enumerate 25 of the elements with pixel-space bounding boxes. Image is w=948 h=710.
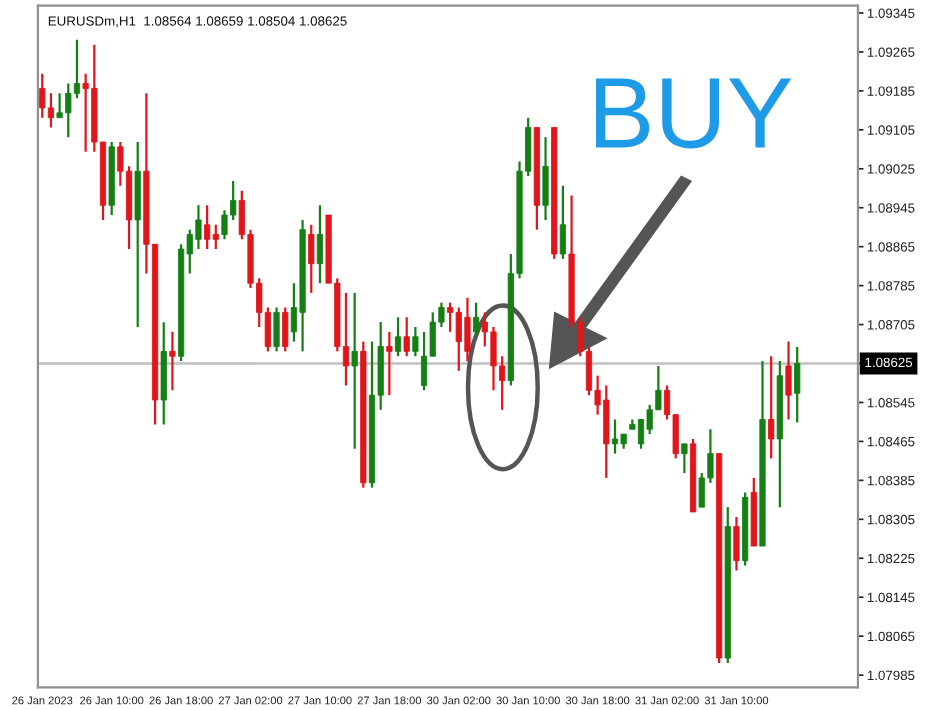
candlestick [47,92,55,129]
candlestick [611,418,619,455]
candlestick [542,136,549,222]
candlestick [412,325,419,358]
candlestick [768,355,775,460]
candlestick [204,204,211,251]
candlestick [733,515,740,572]
candlestick [403,316,410,358]
candlestick [169,330,176,392]
annotation: BUY [596,78,792,149]
candlestick [386,330,393,397]
candlestick [39,72,46,119]
candlestick [473,301,480,338]
candlestick [785,340,792,421]
candlestick [351,291,358,450]
candlestick [794,345,801,424]
candlestick [282,306,289,353]
candlestick [342,291,350,387]
candlestick [316,204,324,285]
candlestick [394,316,402,358]
candlestick [681,442,688,475]
candlestick [212,223,219,251]
candlestick [559,184,567,260]
candlestick [308,223,315,295]
candlestick [273,306,280,353]
